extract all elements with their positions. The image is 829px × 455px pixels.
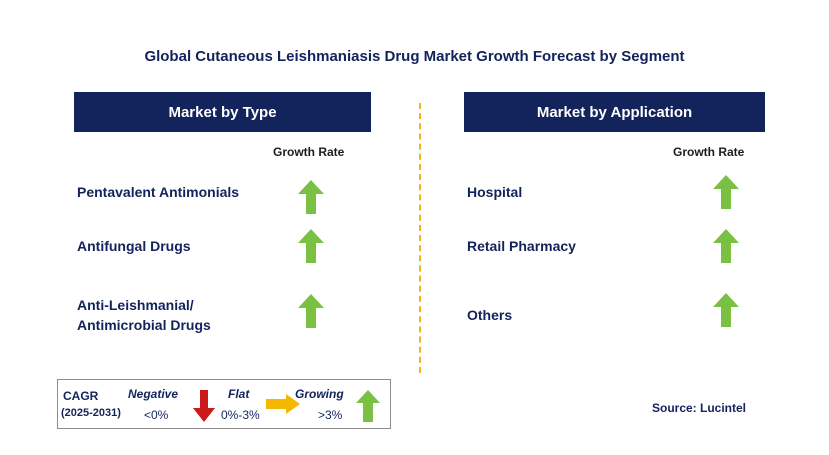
segment-label: Retail Pharmacy — [467, 238, 576, 254]
segment-label: Antifungal Drugs — [77, 238, 191, 254]
segment-label-line1: Anti-Leishmanial/ — [77, 297, 194, 313]
application-panel-header: Market by Application — [464, 92, 765, 132]
legend-negative-range: <0% — [144, 408, 169, 422]
up-arrow-icon — [713, 175, 739, 209]
legend-negative-label: Negative — [128, 387, 179, 401]
panel-divider — [419, 103, 421, 373]
legend-cagr-label: CAGR — [63, 389, 99, 403]
type-segment-anti-leishmanial-drugs: Anti-Leishmanial/ Antimicrobial Drugs — [77, 295, 211, 335]
right-arrow-icon — [266, 394, 300, 414]
type-segment-antifungal-drugs: Antifungal Drugs — [77, 236, 191, 256]
legend-flat-label: Flat — [228, 387, 250, 401]
segment-label: Others — [467, 307, 513, 323]
type-panel-header: Market by Type — [74, 92, 371, 132]
up-arrow-icon — [356, 390, 380, 422]
type-growth-rate-label: Growth Rate — [273, 145, 345, 159]
up-arrow-icon — [298, 229, 324, 263]
legend-period: (2025-2031) — [61, 407, 121, 419]
legend-growing-range: >3% — [318, 408, 343, 422]
segment-label: Pentavalent Antimonials — [77, 184, 240, 200]
application-growth-rate-label: Growth Rate — [673, 145, 745, 159]
segment-label: Hospital — [467, 184, 523, 200]
up-arrow-icon — [713, 229, 739, 263]
legend-growing-label: Growing — [295, 387, 344, 401]
source-label: Source: Lucintel — [652, 401, 747, 415]
up-arrow-icon — [713, 293, 739, 327]
legend-flat-range: 0%-3% — [221, 408, 260, 422]
application-segment-hospital: Hospital — [467, 182, 522, 202]
down-arrow-icon — [193, 390, 215, 422]
application-segment-others: Others — [467, 305, 512, 325]
up-arrow-icon — [298, 180, 324, 214]
application-segment-retail-pharmacy: Retail Pharmacy — [467, 236, 576, 256]
cagr-legend: CAGR (2025-2031) Negative <0% Flat 0%-3%… — [57, 379, 391, 429]
up-arrow-icon — [298, 294, 324, 328]
type-segment-pentavalent-antimonials: Pentavalent Antimonials — [77, 182, 239, 202]
chart-title: Global Cutaneous Leishmaniasis Drug Mark… — [144, 48, 685, 65]
segment-label-line2: Antimicrobial Drugs — [77, 317, 211, 333]
